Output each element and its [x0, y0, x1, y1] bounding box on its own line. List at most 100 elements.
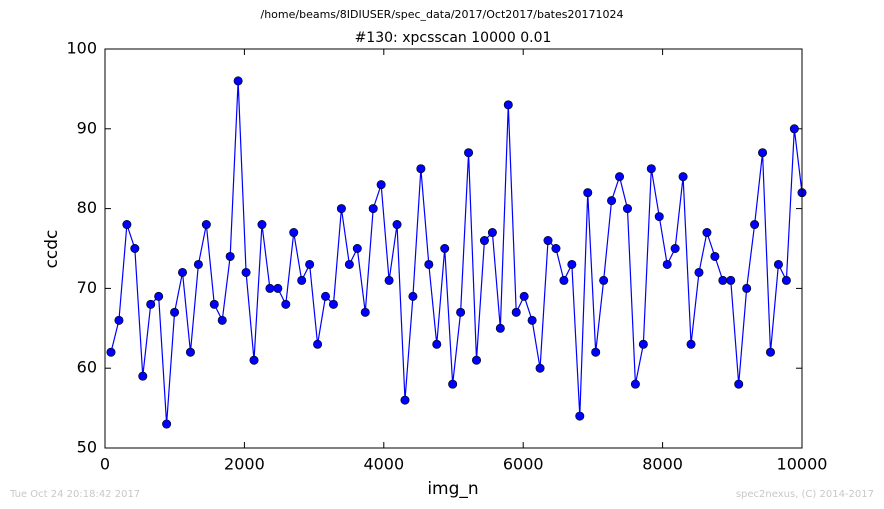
- data-point: [106, 347, 116, 357]
- data-point: [718, 275, 728, 285]
- data-point: [122, 220, 132, 230]
- data-point: [416, 164, 426, 174]
- data-point: [376, 180, 386, 190]
- data-point: [178, 267, 188, 277]
- data-point: [305, 259, 315, 269]
- data-point: [734, 379, 744, 389]
- data-point: [209, 299, 219, 309]
- data-point: [789, 124, 799, 134]
- data-point: [233, 76, 243, 86]
- data-point: [281, 299, 291, 309]
- y-axis-label: ccdc: [42, 230, 62, 269]
- data-point: [217, 315, 227, 325]
- data-point: [765, 347, 775, 357]
- data-point: [607, 196, 617, 206]
- data-point: [424, 259, 434, 269]
- suptitle: /home/beams/8IDIUSER/spec_data/2017/Oct2…: [261, 8, 624, 21]
- data-point: [241, 267, 251, 277]
- x-axis-label: img_n: [427, 479, 478, 499]
- x-tick-label: 0: [100, 455, 110, 474]
- data-point: [273, 283, 283, 293]
- data-point: [567, 259, 577, 269]
- data-point: [297, 275, 307, 285]
- x-tick-label: 4000: [363, 455, 404, 474]
- data-point: [130, 244, 140, 254]
- data-point: [615, 172, 625, 182]
- x-tick-label: 8000: [642, 455, 683, 474]
- x-tick-label: 2000: [224, 455, 265, 474]
- data-point: [336, 204, 346, 214]
- data-line: [110, 80, 803, 425]
- y-tick-label: 100: [66, 39, 97, 58]
- data-point: [162, 419, 172, 429]
- footer-right: spec2nexus, (C) 2014-2017: [736, 489, 874, 500]
- y-tick-label: 50: [77, 438, 97, 457]
- data-point: [622, 204, 632, 214]
- data-point: [654, 212, 664, 222]
- data-point: [448, 379, 458, 389]
- data-point: [670, 244, 680, 254]
- data-point: [583, 188, 593, 198]
- data-point: [543, 236, 553, 246]
- data-point: [710, 251, 720, 261]
- data-point: [146, 299, 156, 309]
- y-tick-label: 80: [77, 198, 97, 217]
- data-point: [694, 267, 704, 277]
- footer-left: Tue Oct 24 20:18:42 2017: [9, 489, 140, 500]
- data-point: [249, 355, 259, 365]
- chart-title: #130: xpcsscan 10000 0.01: [355, 30, 552, 46]
- data-point: [511, 307, 521, 317]
- data-point: [599, 275, 609, 285]
- data-point: [495, 323, 505, 333]
- data-point: [535, 363, 545, 373]
- data-point: [750, 220, 760, 230]
- data-point: [408, 291, 418, 301]
- x-tick-label: 10000: [777, 455, 828, 474]
- data-point: [170, 307, 180, 317]
- data-point: [519, 291, 529, 301]
- data-point: [591, 347, 601, 357]
- data-point: [479, 236, 489, 246]
- data-point: [440, 244, 450, 254]
- data-point: [630, 379, 640, 389]
- data-point: [328, 299, 338, 309]
- data-point: [726, 275, 736, 285]
- data-point: [773, 259, 783, 269]
- data-point: [201, 220, 211, 230]
- data-point: [662, 259, 672, 269]
- data-point: [551, 244, 561, 254]
- data-point: [456, 307, 466, 317]
- data-point: [225, 251, 235, 261]
- data-point: [360, 307, 370, 317]
- data-point: [313, 339, 323, 349]
- data-point: [257, 220, 267, 230]
- data-point: [368, 204, 378, 214]
- data-point: [638, 339, 648, 349]
- data-point: [265, 283, 275, 293]
- data-point: [138, 371, 148, 381]
- data-point: [702, 228, 712, 238]
- data-point: [575, 411, 585, 421]
- data-point: [646, 164, 656, 174]
- data-point: [758, 148, 768, 158]
- data-point: [193, 259, 203, 269]
- data-point: [487, 228, 497, 238]
- data-point: [527, 315, 537, 325]
- y-tick-label: 70: [77, 278, 97, 297]
- data-point: [678, 172, 688, 182]
- data-point: [781, 275, 791, 285]
- data-point: [742, 283, 752, 293]
- data-point: [289, 228, 299, 238]
- data-point: [344, 259, 354, 269]
- data-point: [464, 148, 474, 158]
- data-point: [432, 339, 442, 349]
- data-point: [352, 244, 362, 254]
- data-point: [559, 275, 569, 285]
- data-point: [400, 395, 410, 405]
- y-tick-label: 90: [77, 118, 97, 137]
- x-tick-label: 6000: [503, 455, 544, 474]
- data-point: [185, 347, 195, 357]
- plot-frame: [104, 48, 803, 449]
